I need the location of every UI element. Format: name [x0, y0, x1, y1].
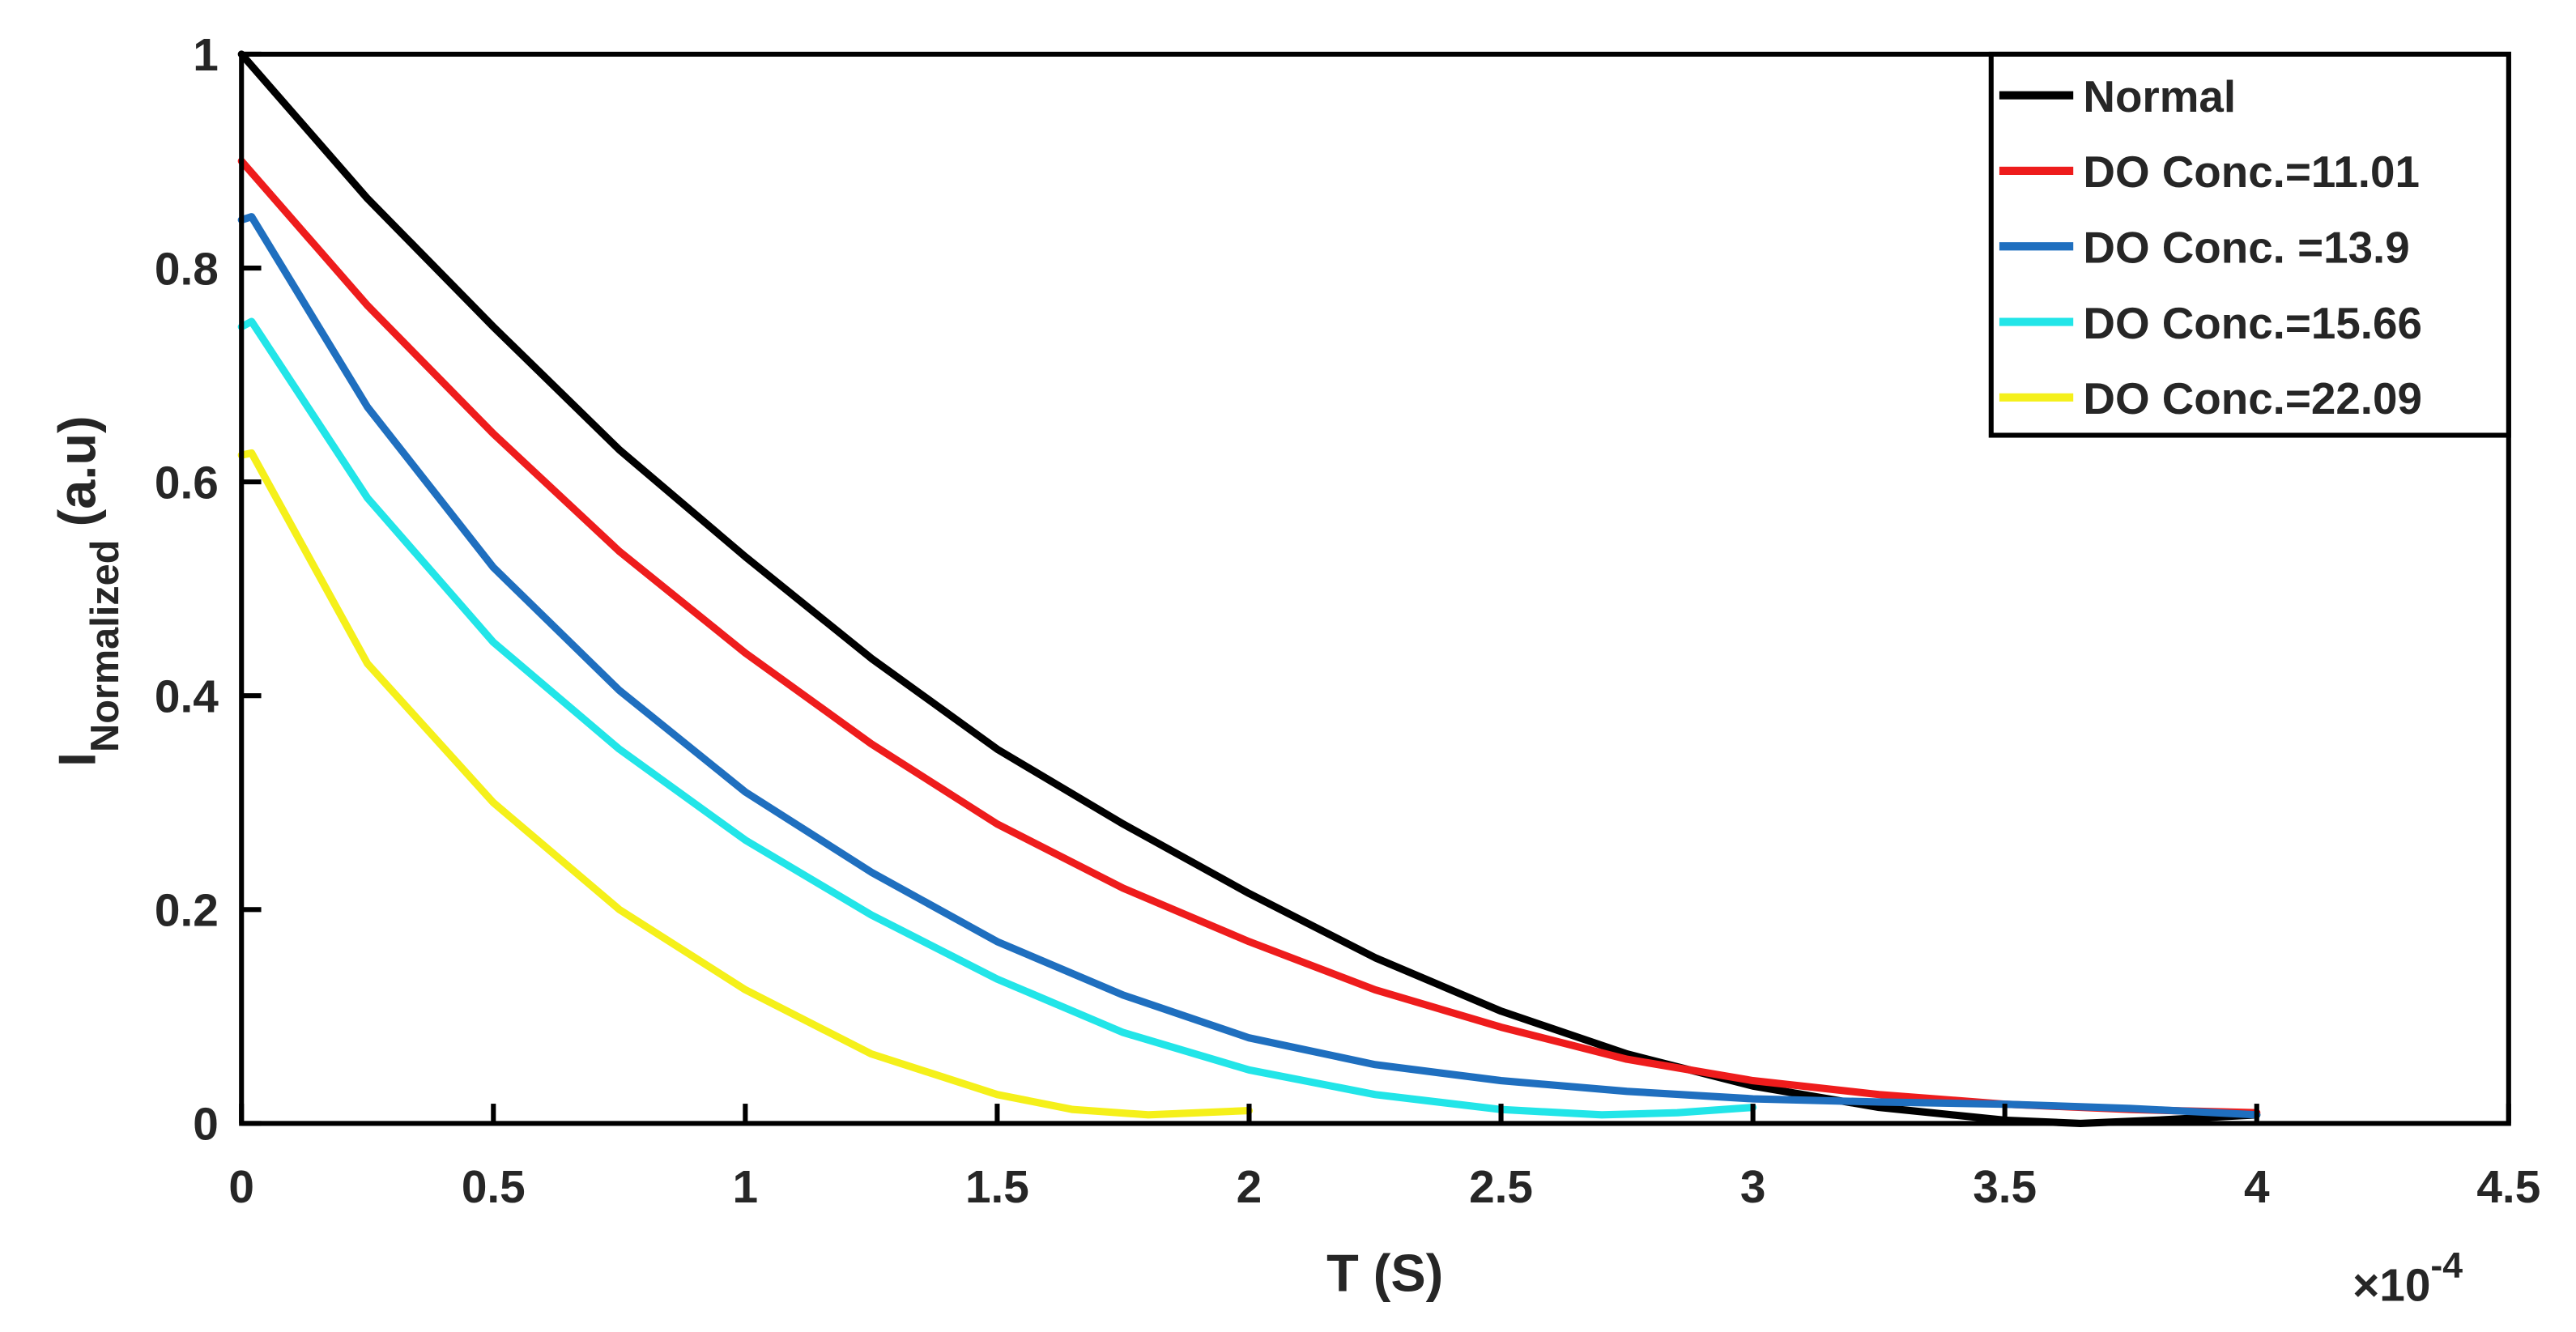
legend-label: Normal	[2083, 71, 2236, 121]
data-line	[237, 449, 1254, 1119]
y-tick-label: 1	[193, 30, 219, 81]
y-tick-label: 0.2	[155, 886, 219, 937]
y-tick-label: 0	[193, 1100, 219, 1151]
x-tick-label: 0.5	[462, 1162, 526, 1213]
x-tick-label: 4.5	[2476, 1162, 2540, 1213]
x-tick-label: 2.5	[1469, 1162, 1533, 1213]
axes-box	[239, 51, 2511, 1126]
x-scale-base: ×10	[2352, 1260, 2430, 1311]
legend-label: DO Conc.=11.01	[2083, 147, 2420, 197]
data-line	[237, 213, 2261, 1119]
y-tick-label: 0.6	[155, 457, 219, 509]
x-tick-label: 4	[2244, 1162, 2270, 1213]
data-line	[237, 317, 1757, 1119]
data-line	[237, 50, 2261, 1127]
legend-box	[1988, 51, 2511, 438]
y-label-subscript: Normalized	[83, 540, 127, 752]
x-tick-label: 3.5	[1973, 1162, 2037, 1213]
x-tick-label: 3	[1740, 1162, 1766, 1213]
x-axis-label: T (S)	[1326, 1243, 1443, 1302]
y-axis-label: INormalized (a.u)	[48, 415, 127, 767]
x-tick-label: 1	[733, 1162, 759, 1213]
x-scale-exponent: -4	[2430, 1246, 2463, 1286]
y-tick-label: 0.4	[155, 672, 219, 723]
x-tick-label: 2	[1237, 1162, 1262, 1213]
y-tick-label: 0.8	[155, 244, 219, 295]
legend-label: DO Conc.=22.09	[2083, 373, 2422, 423]
y-label-suffix: (a.u)	[48, 415, 107, 526]
x-tick-label: 0	[228, 1162, 254, 1213]
x-scale-label: ×10-4	[2352, 1246, 2463, 1311]
x-tick-label: 1.5	[965, 1162, 1029, 1213]
legend-label: DO Conc.=15.66	[2083, 298, 2422, 348]
data-line	[237, 157, 2261, 1117]
y-label-main: I	[48, 752, 107, 767]
legend-label: DO Conc. =13.9	[2083, 223, 2409, 273]
